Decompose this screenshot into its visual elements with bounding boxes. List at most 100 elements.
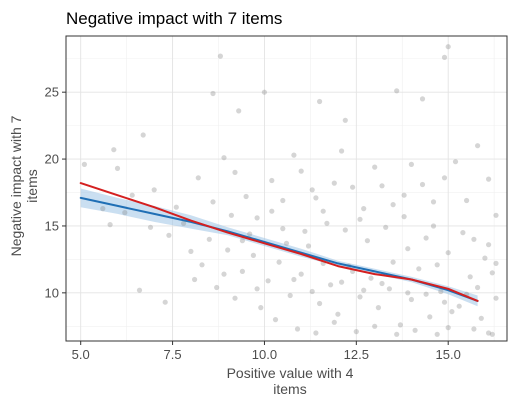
data-point <box>475 143 481 149</box>
data-point <box>188 248 194 254</box>
data-point <box>423 291 429 297</box>
data-point <box>405 290 411 296</box>
data-point <box>335 311 341 317</box>
data-point <box>408 296 414 303</box>
data-point <box>445 44 451 50</box>
data-point <box>305 243 312 249</box>
data-point <box>122 210 128 216</box>
data-point <box>210 90 216 97</box>
data-point <box>217 53 223 59</box>
data-point <box>423 235 429 241</box>
data-point <box>302 228 308 234</box>
data-point <box>412 327 418 333</box>
data-point <box>221 155 227 161</box>
data-point <box>298 271 304 277</box>
data-point <box>269 208 275 214</box>
data-point <box>199 262 205 268</box>
data-point <box>342 227 348 233</box>
data-point <box>471 326 477 332</box>
data-point <box>181 220 187 226</box>
data-point <box>339 279 345 285</box>
data-point <box>372 164 378 170</box>
data-point <box>294 326 301 332</box>
data-point <box>339 148 345 154</box>
y-axis-title-group: Negative impact with 7 items <box>8 115 40 256</box>
data-point <box>375 305 381 311</box>
x-tick-label: 10.0 <box>252 347 277 362</box>
y-tick-label: 15 <box>45 218 59 233</box>
data-point <box>434 331 440 337</box>
data-point <box>445 250 451 256</box>
data-point <box>383 224 389 230</box>
data-point <box>449 309 455 315</box>
data-point <box>254 286 260 292</box>
data-point <box>140 132 146 138</box>
data-point <box>100 206 106 212</box>
chart-title: Negative impact with 7 items <box>66 9 282 28</box>
data-point <box>162 299 168 305</box>
data-point <box>313 195 319 201</box>
data-point <box>210 199 216 205</box>
data-point <box>254 215 260 221</box>
x-axis-ticks: 5.0 7.5 10.0 12.5 15.0 <box>72 341 461 362</box>
data-point <box>419 181 426 188</box>
data-point <box>265 278 271 284</box>
data-point <box>136 287 143 293</box>
data-point <box>283 240 290 246</box>
data-point <box>445 325 451 331</box>
data-point <box>486 330 492 336</box>
data-point <box>269 177 275 184</box>
data-point <box>291 276 297 283</box>
data-point <box>379 183 385 189</box>
data-point <box>166 232 172 238</box>
data-point <box>320 208 326 214</box>
grid-minor <box>66 36 507 341</box>
data-point <box>441 299 448 305</box>
data-point <box>441 175 448 181</box>
data-point <box>342 117 348 123</box>
data-point <box>129 192 135 198</box>
data-point <box>452 159 459 165</box>
data-point <box>331 319 337 325</box>
data-point <box>434 262 440 268</box>
data-point <box>493 295 499 301</box>
data-point <box>81 161 87 167</box>
data-point <box>390 202 396 208</box>
data-point <box>236 108 242 114</box>
data-point <box>261 89 267 95</box>
data-point <box>390 259 396 265</box>
data-point <box>489 270 495 276</box>
scatter-points <box>81 44 499 337</box>
y-tick-label: 20 <box>45 152 59 167</box>
data-point <box>460 230 466 236</box>
data-point <box>309 288 315 295</box>
data-point <box>478 315 484 321</box>
trend-lines <box>79 182 479 302</box>
data-point <box>441 54 448 61</box>
data-point <box>408 161 414 167</box>
data-point <box>467 274 473 280</box>
data-point <box>206 236 212 242</box>
data-point <box>357 216 363 222</box>
trend-line-red <box>79 182 479 302</box>
data-point <box>272 317 279 323</box>
data-point <box>114 165 121 171</box>
data-point <box>276 259 282 265</box>
data-point <box>372 323 378 329</box>
data-point <box>401 214 407 220</box>
plot-panel <box>65 35 508 342</box>
data-point <box>247 231 253 237</box>
data-point <box>280 226 286 232</box>
data-point <box>195 175 201 181</box>
x-tick-label: 7.5 <box>164 347 182 362</box>
data-point <box>232 295 238 301</box>
data-point <box>350 184 356 190</box>
data-point <box>324 220 330 226</box>
x-axis-title-line2: items <box>273 381 306 397</box>
data-point <box>486 176 492 182</box>
data-point <box>173 204 179 210</box>
data-point <box>489 331 495 337</box>
data-point <box>456 303 462 309</box>
data-point <box>107 222 113 228</box>
